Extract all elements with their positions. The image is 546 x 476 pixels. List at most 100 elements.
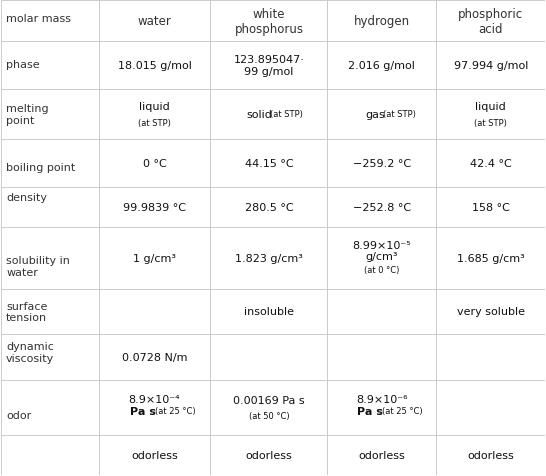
- Text: (at 25 °C): (at 25 °C): [155, 407, 195, 416]
- Text: 1 g/cm³: 1 g/cm³: [133, 254, 176, 264]
- Bar: [1, 289, 99, 335]
- Bar: [99, 0, 210, 42]
- Bar: [328, 0, 436, 42]
- Bar: [328, 42, 436, 89]
- Bar: [99, 89, 210, 139]
- Bar: [328, 139, 436, 188]
- Bar: [328, 436, 436, 476]
- Text: (at 25 °C): (at 25 °C): [382, 407, 423, 416]
- Text: melting
point: melting point: [6, 104, 49, 126]
- Bar: [436, 188, 545, 228]
- Bar: [1, 380, 99, 436]
- Bar: [99, 380, 210, 436]
- Text: odorless: odorless: [131, 450, 178, 460]
- Bar: [1, 42, 99, 89]
- Text: 44.15 °C: 44.15 °C: [245, 159, 293, 169]
- Bar: [99, 228, 210, 289]
- Bar: [1, 335, 99, 380]
- Bar: [436, 289, 545, 335]
- Text: 2.016 g/mol: 2.016 g/mol: [348, 61, 416, 71]
- Bar: [210, 89, 328, 139]
- Bar: [210, 289, 328, 335]
- Text: −259.2 °C: −259.2 °C: [353, 159, 411, 169]
- Bar: [210, 188, 328, 228]
- Bar: [99, 436, 210, 476]
- Text: odorless: odorless: [467, 450, 514, 460]
- Bar: [99, 42, 210, 89]
- Text: −252.8 °C: −252.8 °C: [353, 203, 411, 213]
- Text: (at STP): (at STP): [474, 119, 507, 128]
- Bar: [210, 436, 328, 476]
- Text: white
phosphorus: white phosphorus: [234, 8, 304, 35]
- Bar: [328, 228, 436, 289]
- Bar: [210, 335, 328, 380]
- Text: molar mass: molar mass: [6, 14, 71, 24]
- Text: boiling point: boiling point: [6, 163, 75, 173]
- Text: 8.9×10⁻⁶: 8.9×10⁻⁶: [356, 394, 408, 404]
- Bar: [328, 335, 436, 380]
- Text: solubility in
water: solubility in water: [6, 256, 70, 277]
- Text: 99.9839 °C: 99.9839 °C: [123, 203, 186, 213]
- Text: 18.015 g/mol: 18.015 g/mol: [117, 61, 192, 71]
- Text: 123.895047·
99 g/mol: 123.895047· 99 g/mol: [234, 55, 304, 77]
- Text: solid: solid: [246, 109, 272, 119]
- Bar: [436, 89, 545, 139]
- Text: g/cm³: g/cm³: [366, 251, 398, 261]
- Text: Pa s: Pa s: [129, 406, 156, 416]
- Bar: [1, 436, 99, 476]
- Bar: [1, 228, 99, 289]
- Bar: [210, 42, 328, 89]
- Bar: [436, 139, 545, 188]
- Bar: [436, 0, 545, 42]
- Text: (at STP): (at STP): [383, 110, 416, 119]
- Text: odor: odor: [6, 410, 31, 420]
- Text: gas: gas: [365, 109, 385, 119]
- Bar: [436, 42, 545, 89]
- Bar: [1, 89, 99, 139]
- Text: 8.99×10⁻⁵: 8.99×10⁻⁵: [353, 240, 411, 250]
- Text: phosphoric
acid: phosphoric acid: [458, 8, 524, 35]
- Bar: [99, 335, 210, 380]
- Text: 97.994 g/mol: 97.994 g/mol: [454, 61, 528, 71]
- Bar: [210, 139, 328, 188]
- Text: 1.685 g/cm³: 1.685 g/cm³: [457, 254, 525, 264]
- Bar: [328, 380, 436, 436]
- Text: very soluble: very soluble: [457, 307, 525, 317]
- Bar: [436, 436, 545, 476]
- Bar: [210, 228, 328, 289]
- Text: liquid: liquid: [476, 101, 506, 111]
- Text: liquid: liquid: [139, 101, 170, 111]
- Bar: [210, 380, 328, 436]
- Text: 42.4 °C: 42.4 °C: [470, 159, 512, 169]
- Text: density: density: [6, 192, 47, 202]
- Text: (at STP): (at STP): [138, 119, 171, 128]
- Text: phase: phase: [6, 60, 40, 69]
- Text: 0.0728 N/m: 0.0728 N/m: [122, 352, 187, 362]
- Text: insoluble: insoluble: [244, 307, 294, 317]
- Bar: [436, 228, 545, 289]
- Bar: [1, 139, 99, 188]
- Text: (at STP): (at STP): [270, 110, 303, 119]
- Text: 280.5 °C: 280.5 °C: [245, 203, 293, 213]
- Text: surface
tension: surface tension: [6, 301, 48, 323]
- Bar: [436, 380, 545, 436]
- Text: odorless: odorless: [246, 450, 292, 460]
- Text: Pa s: Pa s: [357, 406, 383, 416]
- Text: 8.9×10⁻⁴: 8.9×10⁻⁴: [129, 394, 180, 404]
- Bar: [328, 89, 436, 139]
- Text: dynamic
viscosity: dynamic viscosity: [6, 341, 55, 363]
- Text: hydrogen: hydrogen: [354, 15, 410, 28]
- Text: water: water: [138, 15, 171, 28]
- Bar: [1, 188, 99, 228]
- Bar: [1, 0, 99, 42]
- Text: odorless: odorless: [359, 450, 405, 460]
- Bar: [99, 188, 210, 228]
- Bar: [328, 289, 436, 335]
- Bar: [436, 335, 545, 380]
- Bar: [328, 188, 436, 228]
- Text: 0.00169 Pa s: 0.00169 Pa s: [233, 395, 305, 405]
- Bar: [99, 289, 210, 335]
- Text: 158 °C: 158 °C: [472, 203, 510, 213]
- Bar: [99, 139, 210, 188]
- Text: 1.823 g/cm³: 1.823 g/cm³: [235, 254, 303, 264]
